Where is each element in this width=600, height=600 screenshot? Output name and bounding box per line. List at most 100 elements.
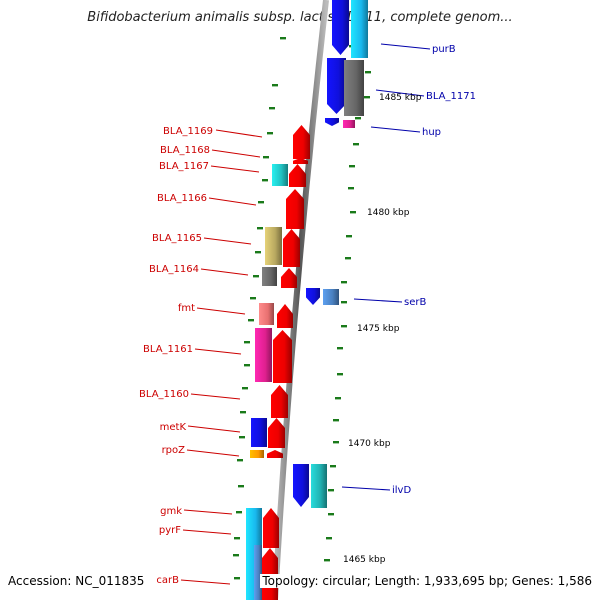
tick-marks (233, 21, 371, 580)
scale-label-1465: 1465 kbp (343, 555, 386, 565)
feature-BLA_1165-shape (265, 227, 282, 265)
tick-mark (364, 96, 370, 99)
tick-mark (236, 511, 242, 514)
leader-line (210, 165, 260, 173)
tick-mark (250, 297, 256, 300)
feature-red-1164 (281, 268, 297, 288)
gene-label-BLA_1171[interactable]: BLA_1171 (426, 91, 476, 102)
scale-label-1470: 1470 kbp (348, 439, 391, 449)
gene-label-BLA_1167[interactable]: BLA_1167 (159, 161, 209, 172)
feature-BLA_1167 (272, 164, 288, 186)
gene-label-BLA_1165[interactable]: BLA_1165 (152, 233, 202, 244)
tick-mark (234, 577, 240, 580)
feature-BLA_1168-shape (293, 158, 308, 164)
gene-features (246, 0, 368, 600)
tick-mark (244, 341, 250, 344)
tick-mark (257, 227, 263, 230)
gene-label-BLA_1161[interactable]: BLA_1161 (143, 344, 193, 355)
tick-mark (350, 211, 356, 214)
leader-line (190, 393, 241, 400)
gene-label-BLA_1169[interactable]: BLA_1169 (163, 126, 213, 137)
topology-summary: Topology: circular; Length: 1,933,695 bp… (260, 574, 592, 588)
leader-line (180, 579, 231, 585)
feature-BLA_1167-shape (272, 164, 288, 186)
leader-line (196, 307, 246, 315)
feature-BLA_1168 (293, 158, 308, 164)
feature-BLA_1169-shape (293, 125, 310, 159)
gene-label-serB[interactable]: serB (404, 297, 426, 308)
gene-label-fmt[interactable]: fmt (178, 303, 195, 314)
feature-BLA_1164 (262, 267, 277, 286)
tick-mark (330, 465, 336, 468)
tick-mark (234, 537, 240, 540)
feature-BLA_1171 (344, 60, 364, 116)
feature-blue-1485-shape (327, 58, 346, 114)
leader-line (186, 449, 240, 457)
feature-fmt (259, 303, 274, 325)
leader-line (203, 237, 252, 245)
gene-label-BLA_1160[interactable]: BLA_1160 (139, 389, 189, 400)
gene-label-BLA_1164[interactable]: BLA_1164 (149, 264, 199, 275)
feature-red-metK (268, 418, 285, 448)
tick-mark (324, 559, 330, 562)
tick-mark (238, 485, 244, 488)
feature-red-rpoZ (267, 450, 283, 458)
scale-label-1480: 1480 kbp (367, 208, 410, 218)
feature-serB-shape (323, 289, 339, 305)
feature-metK-shape (251, 418, 267, 447)
feature-red-rpoZ-shape (267, 450, 283, 458)
tick-mark (365, 71, 371, 74)
leader-line (208, 197, 257, 206)
feature-red-1167 (289, 164, 306, 187)
gene-label-carB[interactable]: carB (156, 575, 179, 586)
feature-red-metK-shape (268, 418, 285, 448)
tick-mark (233, 554, 239, 557)
tick-mark (244, 364, 250, 367)
feature-red-1165 (283, 229, 300, 267)
feature-blue-1485 (327, 58, 346, 114)
feature-ilvD (311, 464, 327, 508)
feature-metK (251, 418, 267, 447)
tick-mark (341, 281, 347, 284)
tick-mark (262, 179, 268, 182)
tick-mark (328, 513, 334, 516)
feature-ilvD-shape (311, 464, 327, 508)
feature-serB-blue-shape (306, 288, 320, 305)
leader-line (211, 149, 261, 158)
feature-serB (323, 289, 339, 305)
gene-label-purB[interactable]: purB (432, 44, 456, 55)
feature-BLA_1164-shape (262, 267, 277, 286)
gene-label-BLA_1166[interactable]: BLA_1166 (157, 193, 207, 204)
gene-label-ilvD[interactable]: ilvD (392, 485, 411, 496)
tick-mark (253, 275, 259, 278)
tick-mark (337, 347, 343, 350)
tick-mark (341, 301, 347, 304)
tick-mark (345, 257, 351, 260)
tick-mark (341, 325, 347, 328)
feature-BLA_1166 (286, 189, 304, 229)
tick-mark (355, 117, 361, 120)
tick-mark (280, 37, 286, 40)
feature-BLA_1160 (271, 385, 288, 418)
feature-carB-inner (254, 545, 262, 600)
tick-mark (258, 201, 264, 204)
scale-label-1475: 1475 kbp (357, 324, 400, 334)
accession-text: Accession: NC_011835 (8, 574, 145, 588)
feature-red-1161-shape (273, 330, 292, 383)
gene-label-rpoZ[interactable]: rpoZ (162, 445, 186, 456)
gene-label-BLA_1168[interactable]: BLA_1168 (160, 145, 210, 156)
gene-label-hup[interactable]: hup (422, 127, 441, 138)
leader-line (353, 298, 403, 303)
gene-label-pyrF[interactable]: pyrF (159, 525, 181, 536)
feature-purB-upper (332, 0, 349, 55)
tick-mark (333, 441, 339, 444)
gene-label-metK[interactable]: metK (160, 422, 187, 433)
tick-mark (326, 537, 332, 540)
tick-mark (272, 84, 278, 87)
feature-red-fmt (277, 304, 293, 328)
tick-mark (263, 156, 269, 159)
tick-mark (349, 165, 355, 168)
tick-mark (337, 373, 343, 376)
gene-label-gmk[interactable]: gmk (160, 506, 182, 517)
